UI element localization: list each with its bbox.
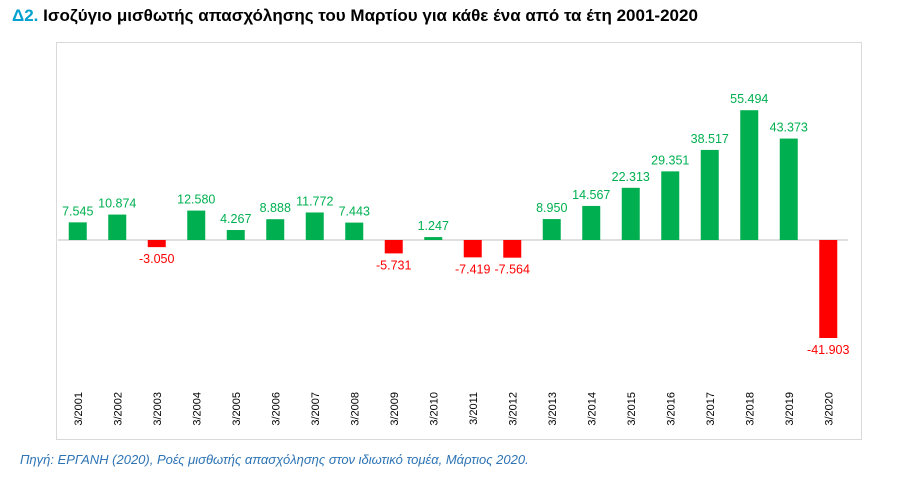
bar-chart: 7.545 3/2001 10.874 3/2002 -3.050 3/2003 12.58… xyxy=(58,92,849,426)
data-label: 7.443 xyxy=(339,205,370,219)
data-label: 12.580 xyxy=(177,193,215,207)
data-label: -3.050 xyxy=(139,252,174,266)
bar xyxy=(661,171,680,240)
data-label: -7.419 xyxy=(455,262,490,276)
bar xyxy=(187,210,206,240)
bar xyxy=(740,110,759,240)
data-label: 14.567 xyxy=(572,188,610,202)
data-label: 38.517 xyxy=(691,132,729,146)
data-label: -7.564 xyxy=(495,263,530,277)
chart-title: Δ2. Ισοζύγιο μισθωτής απασχόλησης του Μα… xyxy=(12,6,698,26)
figure-title: Ισοζύγιο μισθωτής απασχόλησης του Μαρτίο… xyxy=(43,6,698,25)
bar xyxy=(621,187,640,240)
bar xyxy=(345,222,364,240)
data-label: 22.313 xyxy=(612,170,650,184)
x-tick-label: 3/2013 xyxy=(547,392,559,426)
data-label: 7.545 xyxy=(62,204,93,218)
bar xyxy=(384,240,403,254)
bar xyxy=(266,219,285,240)
data-label: -41.903 xyxy=(807,343,849,357)
bar xyxy=(226,230,245,240)
x-tick-label: 3/2006 xyxy=(270,392,282,426)
x-tick-label: 3/2011 xyxy=(468,392,480,425)
x-tick-label: 3/2019 xyxy=(784,392,796,426)
x-tick-label: 3/2015 xyxy=(626,392,638,426)
bar xyxy=(779,138,798,240)
x-tick-label: 3/2017 xyxy=(705,392,717,426)
data-label: 10.874 xyxy=(98,197,136,211)
data-label: 8.950 xyxy=(536,201,567,215)
x-tick-label: 3/2020 xyxy=(823,392,835,426)
x-tick-label: 3/2009 xyxy=(389,392,401,426)
x-tick-label: 3/2008 xyxy=(349,392,361,426)
x-tick-label: 3/2003 xyxy=(152,392,164,426)
data-label: 4.267 xyxy=(220,212,251,226)
x-tick-label: 3/2016 xyxy=(665,392,677,426)
data-label: 29.351 xyxy=(651,153,689,167)
x-tick-label: 3/2007 xyxy=(310,392,322,426)
bar xyxy=(503,240,522,258)
bar xyxy=(305,212,324,240)
bar xyxy=(147,240,166,248)
x-tick-label: 3/2018 xyxy=(744,392,756,426)
x-tick-label: 3/2014 xyxy=(586,392,598,426)
chart-area xyxy=(56,42,862,440)
data-label: 8.888 xyxy=(260,201,291,215)
data-label: 43.373 xyxy=(770,121,808,135)
data-label: 11.772 xyxy=(296,194,333,208)
bar xyxy=(424,237,443,240)
x-tick-label: 3/2002 xyxy=(112,392,124,426)
x-tick-label: 3/2005 xyxy=(231,392,243,426)
x-tick-label: 3/2001 xyxy=(73,392,85,426)
source-note: Πηγή: ΕΡΓΑΝΗ (2020), Ροές μισθωτής απασχ… xyxy=(20,452,529,467)
data-label: -5.731 xyxy=(376,258,411,272)
data-label: 1.247 xyxy=(418,219,449,233)
x-tick-label: 3/2010 xyxy=(428,392,440,426)
bar xyxy=(700,149,719,240)
x-tick-label: 3/2012 xyxy=(507,392,519,426)
bar xyxy=(68,222,87,240)
bar xyxy=(819,240,838,338)
data-label: 55.494 xyxy=(730,92,768,106)
bar xyxy=(108,214,127,240)
bar xyxy=(582,205,601,240)
figure-number: Δ2. xyxy=(12,6,39,25)
bar xyxy=(542,219,561,240)
bar xyxy=(463,240,482,258)
x-tick-label: 3/2004 xyxy=(191,392,203,426)
